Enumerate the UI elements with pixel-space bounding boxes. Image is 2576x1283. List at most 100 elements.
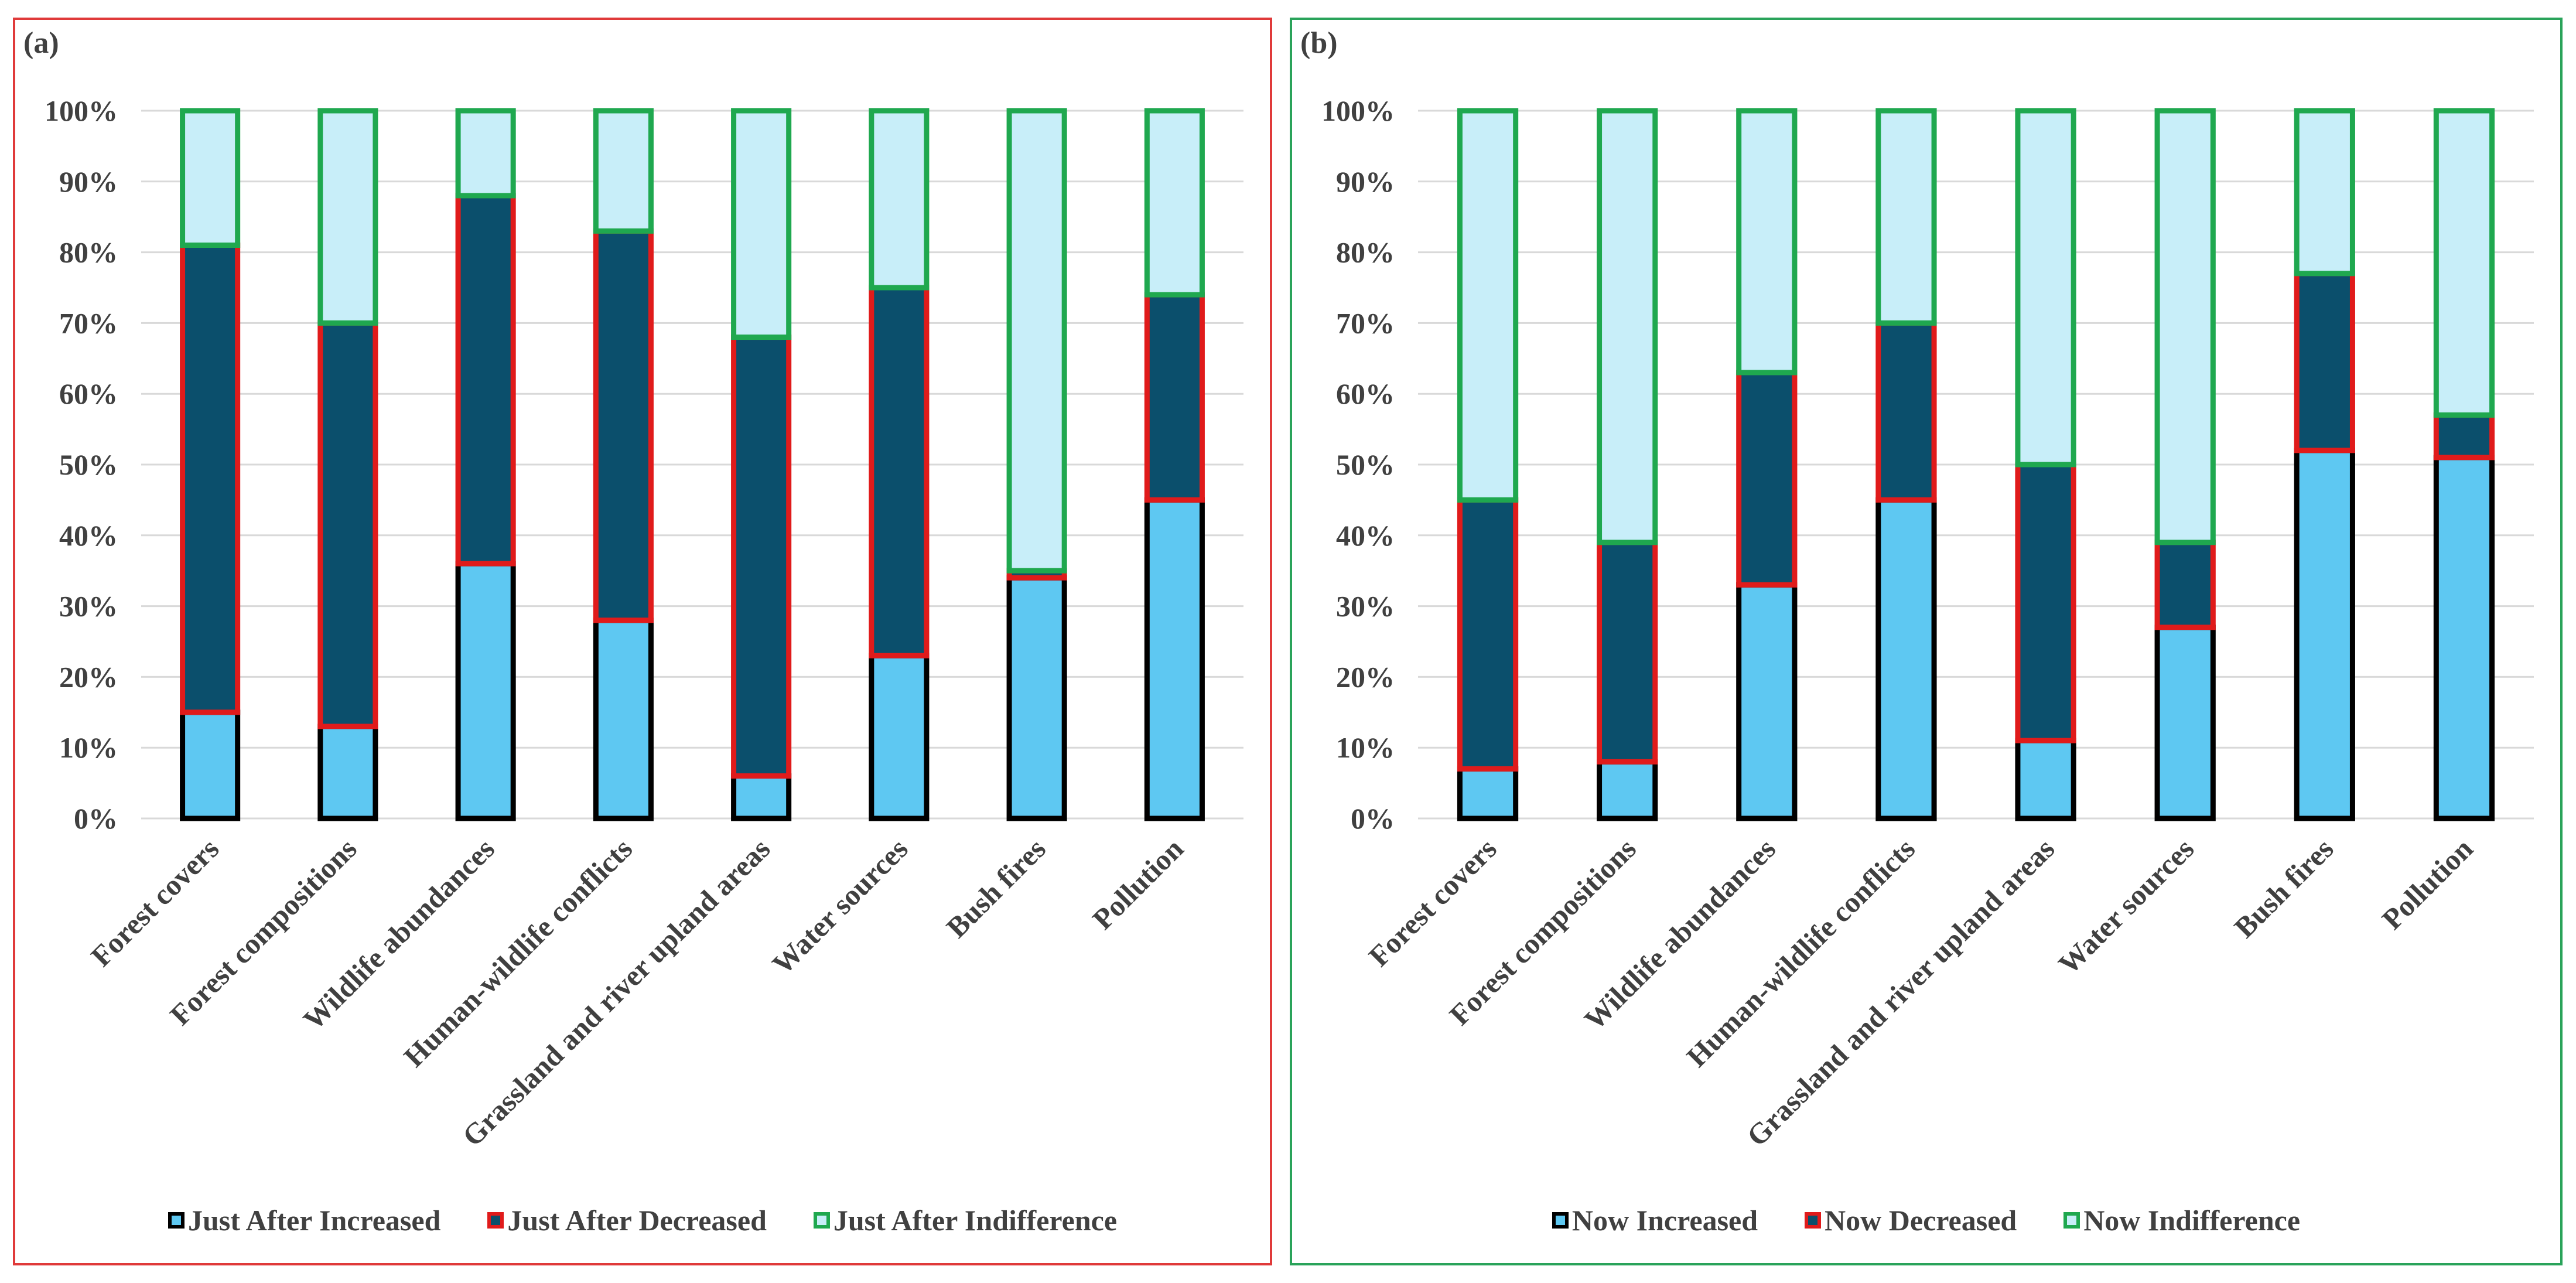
y-tick-label: 80% — [1336, 236, 1395, 269]
x-tick-label: Bush fires — [940, 832, 1052, 944]
bar-segment-decreased — [1457, 497, 1519, 772]
x-tick-label: Human-wildlife conflicts — [397, 832, 638, 1073]
bar-segment-decreased — [1144, 292, 1205, 503]
bar-segment-indifference — [1006, 108, 1067, 574]
legend-swatch-indifference — [2063, 1212, 2080, 1229]
bar-segment-increased — [1736, 582, 1798, 821]
y-tick-label: 80% — [59, 236, 118, 269]
y-tick-label: 50% — [59, 448, 118, 481]
x-tick-label: Forest covers — [84, 832, 225, 973]
bar-segment-indifference — [869, 108, 930, 291]
bar-segment-decreased — [2433, 412, 2495, 460]
legend-label: Now Indifference — [2083, 1204, 2301, 1237]
y-tick-label: 40% — [1336, 519, 1395, 552]
legend-swatch-decreased — [487, 1212, 504, 1229]
bar-segment-decreased — [731, 335, 792, 779]
y-tick-label: 60% — [59, 377, 118, 410]
y-tick-label: 40% — [59, 519, 118, 552]
y-tick-label: 100% — [1321, 94, 1395, 127]
x-tick-label: Water sources — [2052, 832, 2200, 980]
bar-segment-decreased — [1597, 540, 1658, 765]
bar-segment-decreased — [455, 193, 516, 567]
bar-segment-indifference — [2015, 108, 2076, 468]
x-tick-label: Bush fires — [2227, 832, 2339, 944]
y-tick-label: 100% — [45, 94, 118, 127]
bar-segment-decreased — [2015, 462, 2076, 743]
y-tick-label: 60% — [1336, 377, 1395, 410]
y-tick-label: 10% — [59, 731, 118, 764]
x-tick-label: Human-wildlife conflicts — [1680, 832, 1921, 1073]
legend-swatch-indifference — [813, 1212, 830, 1229]
y-tick-label: 0% — [74, 802, 118, 835]
bar-segment-indifference — [1875, 108, 1937, 326]
bar-segment-indifference — [593, 108, 654, 234]
bar-segment-indifference — [731, 108, 792, 340]
legend-item: Now Decreased — [1805, 1203, 2017, 1237]
bar-segment-increased — [869, 653, 930, 821]
bar-segment-indifference — [2154, 108, 2216, 545]
x-tick-label: Grassland and river upland areas — [1740, 832, 2061, 1152]
bar-segment-increased — [2294, 448, 2355, 821]
y-tick-label: 90% — [1336, 165, 1395, 198]
y-tick-label: 70% — [1336, 306, 1395, 339]
legend-swatch-increased — [168, 1212, 185, 1229]
x-tick-label: Pollution — [1086, 832, 1190, 936]
y-tick-label: 30% — [1336, 590, 1395, 623]
bar-segment-decreased — [2154, 540, 2216, 630]
legend-a: Just After Increased Just After Decrease… — [15, 1203, 1270, 1237]
bar-segment-indifference — [455, 108, 516, 199]
y-tick-label: 0% — [1351, 802, 1395, 835]
bar-segment-increased — [731, 773, 792, 821]
legend-item: Just After Decreased — [487, 1203, 767, 1237]
legend-item: Just After Increased — [168, 1203, 440, 1237]
panel-label-a: (a) — [23, 26, 59, 60]
bar-segment-increased — [180, 709, 241, 821]
bar-segment-increased — [1597, 759, 1658, 821]
chart-b-svg: 0% 10% 20% 30% 40% 50% 60% 70% 80% 90% 100% Forest … — [1321, 94, 2534, 1152]
bar-segment-decreased — [1875, 320, 1937, 503]
legend-label: Now Decreased — [1825, 1204, 2017, 1237]
legend-b: Now Increased Now Decreased Now Indiffer… — [1292, 1203, 2560, 1237]
y-tick-label: 50% — [1336, 448, 1395, 481]
panel-label-b: (b) — [1300, 26, 1338, 60]
bar-segment-indifference — [317, 108, 378, 326]
bar-segment-increased — [1457, 766, 1519, 821]
x-tick-label: Forest covers — [1362, 832, 1503, 973]
bar-segment-increased — [1006, 575, 1067, 821]
bar-segment-decreased — [317, 320, 378, 729]
bar-segment-decreased — [2294, 271, 2355, 453]
bar-segment-increased — [2015, 738, 2076, 821]
bar-segment-indifference — [1597, 108, 1658, 545]
bar-segment-increased — [2154, 625, 2216, 821]
chart-panel-a: (a) 0% 10% 20% 30% 40% 50% 60% 70% 80% 90% 100% For… — [13, 18, 1272, 1265]
y-tick-label: 30% — [59, 590, 118, 623]
y-tick-label: 70% — [59, 306, 118, 339]
legend-item: Now Indifference — [2063, 1203, 2300, 1237]
legend-label: Just After Decreased — [507, 1204, 767, 1237]
legend-label: Now Increased — [1571, 1204, 1758, 1237]
bar-segment-decreased — [180, 243, 241, 715]
bar-segment-decreased — [593, 228, 654, 623]
x-tick-label: Grassland and river upland areas — [456, 832, 776, 1152]
bar-segment-decreased — [1736, 370, 1798, 588]
legend-swatch-decreased — [1805, 1212, 1822, 1229]
legend-label: Just After Indifference — [833, 1204, 1118, 1237]
y-tick-label: 90% — [59, 165, 118, 198]
bar-segment-indifference — [180, 108, 241, 248]
bar-segment-indifference — [2294, 108, 2355, 277]
bar-segment-increased — [2433, 455, 2495, 821]
legend-label: Just After Increased — [187, 1204, 441, 1237]
bar-segment-increased — [1144, 497, 1205, 821]
bar-segment-indifference — [1457, 108, 1519, 503]
y-tick-label: 10% — [1336, 731, 1395, 764]
x-tick-label: Water sources — [766, 832, 914, 980]
bar-segment-indifference — [1736, 108, 1798, 376]
bar-segment-increased — [593, 617, 654, 821]
chart-a-svg: 0% 10% 20% 30% 40% 50% 60% 70% 80% 90% 100% Forest … — [45, 94, 1243, 1152]
x-tick-label: Pollution — [2376, 832, 2479, 936]
bar-segment-indifference — [2433, 108, 2495, 418]
bar-segment-indifference — [1144, 108, 1205, 298]
bar-segment-increased — [455, 561, 516, 821]
legend-item: Just After Indifference — [813, 1203, 1118, 1237]
legend-item: Now Increased — [1552, 1203, 1758, 1237]
